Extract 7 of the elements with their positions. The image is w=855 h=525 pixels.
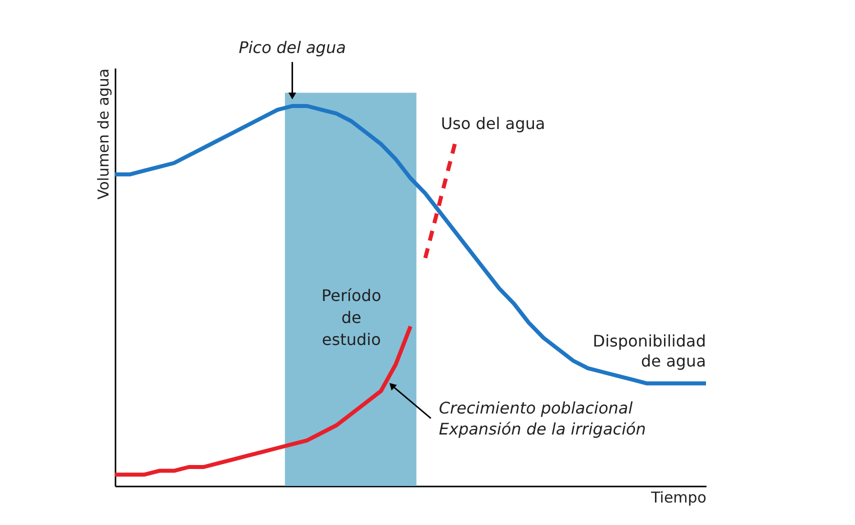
series-label: Uso del agua <box>440 114 546 133</box>
x-axis-title: Tiempo <box>650 488 706 506</box>
text: Pico del agua <box>238 38 346 57</box>
series-label: Disponibilidad de agua <box>592 331 706 370</box>
annotation: Crecimiento poblacional Expansión de la irrigación <box>438 398 646 438</box>
y-axis-title: Volumen de agua <box>94 68 112 200</box>
annotation: Período de estudio <box>322 286 382 349</box>
